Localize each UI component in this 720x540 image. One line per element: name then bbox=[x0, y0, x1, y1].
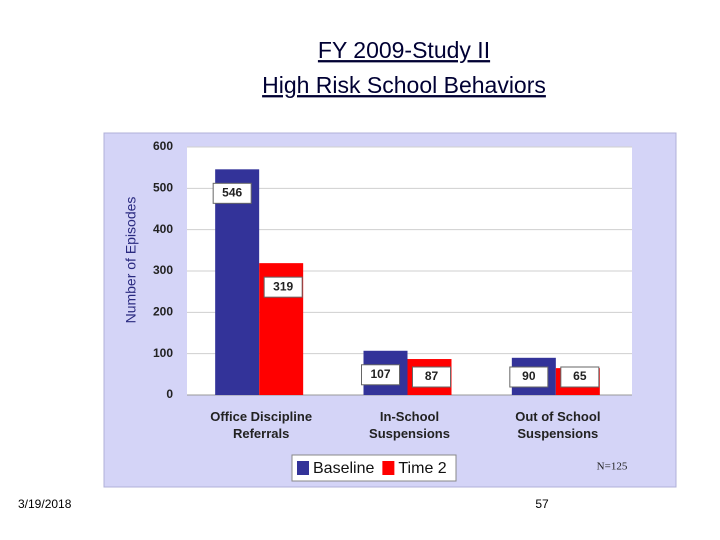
annotation: N=125 bbox=[597, 461, 628, 473]
y-tick-label: 200 bbox=[153, 305, 173, 319]
value-label-box bbox=[361, 364, 400, 386]
y-tick-label: 400 bbox=[153, 222, 173, 236]
legend-swatch bbox=[382, 461, 395, 475]
value-label: 546 bbox=[222, 185, 242, 199]
legend-label: Baseline bbox=[313, 460, 374, 477]
value-label-box bbox=[212, 182, 252, 204]
x-tick-label: Office Discipline Referrals bbox=[210, 409, 313, 441]
y-axis-label: Number of Episodes bbox=[123, 197, 139, 324]
chart-subtitle: High Risk School Behaviors bbox=[262, 72, 546, 98]
y-tick-label: 0 bbox=[166, 387, 173, 401]
chart-title: FY 2009-Study II bbox=[318, 37, 490, 63]
value-label-box bbox=[509, 366, 549, 388]
y-tick-label: 500 bbox=[153, 181, 173, 195]
y-tick-label: 600 bbox=[153, 139, 173, 153]
value-label: 319 bbox=[273, 279, 293, 293]
legend-label: Time 2 bbox=[398, 460, 446, 477]
x-tick-label: In-School Suspensions bbox=[369, 409, 450, 441]
value-label: 87 bbox=[425, 369, 439, 383]
bar bbox=[215, 169, 260, 395]
legend-swatch bbox=[297, 461, 309, 475]
value-label: 107 bbox=[370, 367, 390, 381]
page-number: 57 bbox=[535, 497, 549, 511]
footer-date: 3/19/2018 bbox=[18, 497, 72, 511]
y-tick-label: 100 bbox=[153, 346, 173, 360]
value-label-box bbox=[263, 276, 303, 298]
y-tick-label: 300 bbox=[153, 263, 173, 277]
value-label: 90 bbox=[522, 369, 536, 383]
value-label: 65 bbox=[573, 369, 587, 383]
x-tick-label: Out of School Suspensions bbox=[515, 409, 601, 441]
legend bbox=[291, 454, 457, 482]
value-label-box bbox=[412, 366, 451, 388]
value-label-box bbox=[560, 366, 600, 388]
